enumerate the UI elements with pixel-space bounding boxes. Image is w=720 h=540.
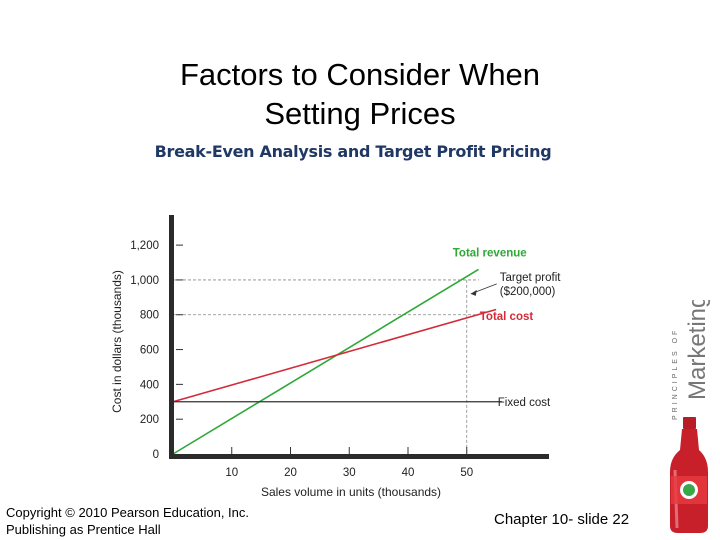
x-tick-label-30: 30 xyxy=(343,467,356,479)
principles-of-marketing-logo: PRINCIPLES OF Marketing xyxy=(670,300,711,533)
copyright-line-1: Copyright © 2010 Pearson Education, Inc. xyxy=(6,505,250,520)
brand-small-text: PRINCIPLES OF xyxy=(672,328,679,420)
y-tick-label-400: 400 xyxy=(140,379,159,391)
y-tick-label-1000: 1,000 xyxy=(130,275,159,287)
y-tick-label-800: 800 xyxy=(140,310,159,322)
y-tick-label-1200: 1,200 xyxy=(130,240,159,252)
fixed-cost-label: Fixed cost xyxy=(498,397,551,409)
slide-title: Factors to Consider When Setting Prices xyxy=(100,55,620,133)
y-tick-label-600: 600 xyxy=(140,345,159,357)
x-tick-label-40: 40 xyxy=(402,467,415,479)
total-revenue-label: Total revenue xyxy=(453,247,527,259)
total-cost-label: Total cost xyxy=(480,311,534,323)
x-tick-label-10: 10 xyxy=(225,467,238,479)
target-profit-label-line-2: ($200,000) xyxy=(500,286,556,298)
x-tick-label-20: 20 xyxy=(284,467,297,479)
x-tick-label-50: 50 xyxy=(460,467,473,479)
series-line-total-revenue xyxy=(172,268,479,455)
x-axis-line xyxy=(169,454,549,459)
x-axis-label: Sales volume in units (thousands) xyxy=(261,485,441,499)
series-line-total-cost xyxy=(172,308,497,403)
chapter-slide-number: Chapter 10- slide 22 xyxy=(494,511,630,528)
target-profit-label-line-1: Target profit xyxy=(500,272,562,284)
copyright-line-2: Publishing as Prentice Hall xyxy=(6,522,161,537)
bottle-image xyxy=(670,417,708,533)
target-profit-arrowhead xyxy=(470,289,477,296)
chart-heading: Break-Even Analysis and Target Profit Pr… xyxy=(154,142,552,161)
y-axis-line xyxy=(169,215,174,456)
y-axis-label: Cost in dollars (thousands) xyxy=(110,270,124,413)
brand-large-text: Marketing xyxy=(684,300,711,400)
y-tick-label-200: 200 xyxy=(140,414,159,426)
break-even-chart: 0 200 400 600 800 1,000 1,200 10 20 30 40 50 Sales v… xyxy=(110,215,562,499)
title-line-1: Factors to Consider When xyxy=(179,57,541,92)
y-tick-label-0: 0 xyxy=(153,449,159,461)
copyright-notice: Copyright © 2010 Pearson Education, Inc.… xyxy=(6,504,249,538)
title-line-2: Setting Prices xyxy=(264,96,456,131)
